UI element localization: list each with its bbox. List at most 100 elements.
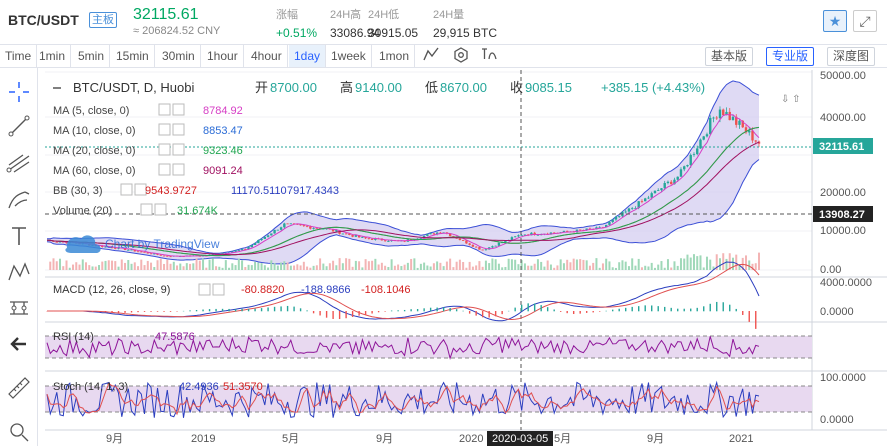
macd-bar <box>638 306 640 312</box>
fib-tool[interactable] <box>5 148 33 176</box>
pair-name[interactable]: BTC/USDT <box>8 12 79 28</box>
indicator-value: 9323.46 <box>203 145 243 157</box>
volume-bar <box>442 266 445 270</box>
volume-bar <box>250 265 253 270</box>
volume-bar <box>686 254 689 270</box>
time-tick: 5月 <box>554 433 571 445</box>
candle-body <box>552 232 556 234</box>
candle-body <box>341 233 345 235</box>
macd-bar <box>670 307 672 312</box>
eye-icon[interactable] <box>158 123 171 136</box>
crosshair-tool[interactable] <box>5 78 33 106</box>
candle-body <box>149 253 153 255</box>
fullscreen-button[interactable]: ⤢ <box>853 10 877 32</box>
tf-1min[interactable]: 1min <box>34 45 72 67</box>
eye-icon[interactable] <box>198 283 211 296</box>
volume-bar <box>458 259 461 270</box>
tf-30min[interactable]: 30min <box>157 45 201 67</box>
volume-bar <box>689 257 692 270</box>
macd-bar <box>202 309 204 312</box>
candle-body <box>683 166 686 170</box>
volume-bar <box>426 265 429 270</box>
tf-time[interactable]: Time <box>0 45 38 67</box>
eye-icon[interactable] <box>158 143 171 156</box>
tf-1week[interactable]: 1week <box>326 45 372 67</box>
eye-icon[interactable] <box>158 163 171 176</box>
favorite-button[interactable]: ★ <box>823 10 847 32</box>
volume-bar <box>549 264 552 270</box>
ruler-icon <box>8 377 30 399</box>
volume-bar <box>751 263 754 270</box>
tf-1hour[interactable]: 1hour <box>202 45 244 67</box>
volume-bar <box>660 261 663 270</box>
current-price-tag <box>813 138 873 154</box>
volume-bar <box>319 258 322 270</box>
candle-body <box>357 235 361 238</box>
close-icon[interactable] <box>134 183 147 196</box>
close-icon[interactable] <box>172 103 185 116</box>
tf-1mon[interactable]: 1mon <box>374 45 416 67</box>
macd-bar <box>221 308 224 312</box>
candle-body <box>471 244 475 247</box>
indicators-icon[interactable] <box>478 47 500 65</box>
volume-bar <box>117 266 120 270</box>
close-icon[interactable] <box>172 163 185 176</box>
candle-body <box>422 235 426 239</box>
tf-15min[interactable]: 15min <box>111 45 155 67</box>
macd-bar <box>280 306 282 312</box>
volume-bar <box>254 261 257 270</box>
volume-bar <box>696 256 699 270</box>
tradingview-watermark: Chart by TradingView <box>65 235 220 253</box>
tf-5min[interactable]: 5min <box>73 45 111 67</box>
ruler-tool[interactable] <box>5 374 33 402</box>
pane-arrows-icon[interactable]: ⇩ ⇧ <box>781 94 801 105</box>
macd-bar <box>247 308 250 312</box>
close-icon[interactable] <box>172 143 185 156</box>
candle-body <box>136 251 140 253</box>
volume-bar <box>91 266 94 270</box>
macd-bar <box>475 311 477 316</box>
candle-body <box>273 229 276 234</box>
eye-icon[interactable] <box>158 103 171 116</box>
trendline-tool[interactable] <box>5 112 33 140</box>
eye-icon[interactable] <box>120 183 133 196</box>
view-basic-button[interactable]: 基本版 <box>705 47 754 66</box>
back-tool[interactable] <box>5 330 33 358</box>
close-icon[interactable] <box>212 283 225 296</box>
macd-bar <box>501 311 503 315</box>
volume-bar <box>172 261 175 270</box>
time-axis[interactable]: 9月 2019 5月 9月 2020 5月 9月 2021 2020-03-05 <box>106 431 753 446</box>
view-pro-button[interactable]: 专业版 <box>766 47 815 66</box>
volume-bar <box>543 266 546 270</box>
macd-bar <box>117 311 120 313</box>
tf-4hour[interactable]: 4hour <box>246 45 288 67</box>
macd-bar <box>436 307 438 312</box>
text-tool[interactable] <box>5 222 33 250</box>
candle-body <box>631 208 634 210</box>
price-chart[interactable]: BTC/USDT, D, Huobi 开 8700.00 高 9140.00 低… <box>45 70 887 446</box>
prediction-tool[interactable] <box>5 294 33 322</box>
brush-tool[interactable] <box>5 186 33 214</box>
price-axis[interactable]: 50000.00 40000.00 20000.00 10000.00 0.00… <box>813 70 873 426</box>
macd-bar <box>397 310 399 312</box>
current-price-label: 32115.61 <box>819 141 864 153</box>
view-depth-button[interactable]: 深度图 <box>827 47 876 66</box>
eye-icon[interactable] <box>140 203 153 216</box>
candle-body <box>439 232 442 234</box>
grid <box>45 71 812 271</box>
tf-1day[interactable]: 1day <box>289 45 327 67</box>
close-icon[interactable] <box>172 123 185 136</box>
open-value: 8700.00 <box>270 80 317 95</box>
candle-body <box>491 246 494 248</box>
pattern-tool[interactable] <box>5 258 33 286</box>
macd-bar <box>325 311 328 318</box>
volume-bar <box>328 263 331 270</box>
settings-icon[interactable] <box>450 47 472 65</box>
macd-bar <box>332 311 334 319</box>
volume-bar <box>647 266 650 270</box>
chart-type-icon[interactable] <box>420 47 442 65</box>
indicator-name: BB (30, 3) <box>53 185 103 197</box>
close-icon[interactable] <box>154 203 167 216</box>
price-tick: 20000.00 <box>820 187 866 199</box>
zoom-tool[interactable] <box>5 418 33 446</box>
